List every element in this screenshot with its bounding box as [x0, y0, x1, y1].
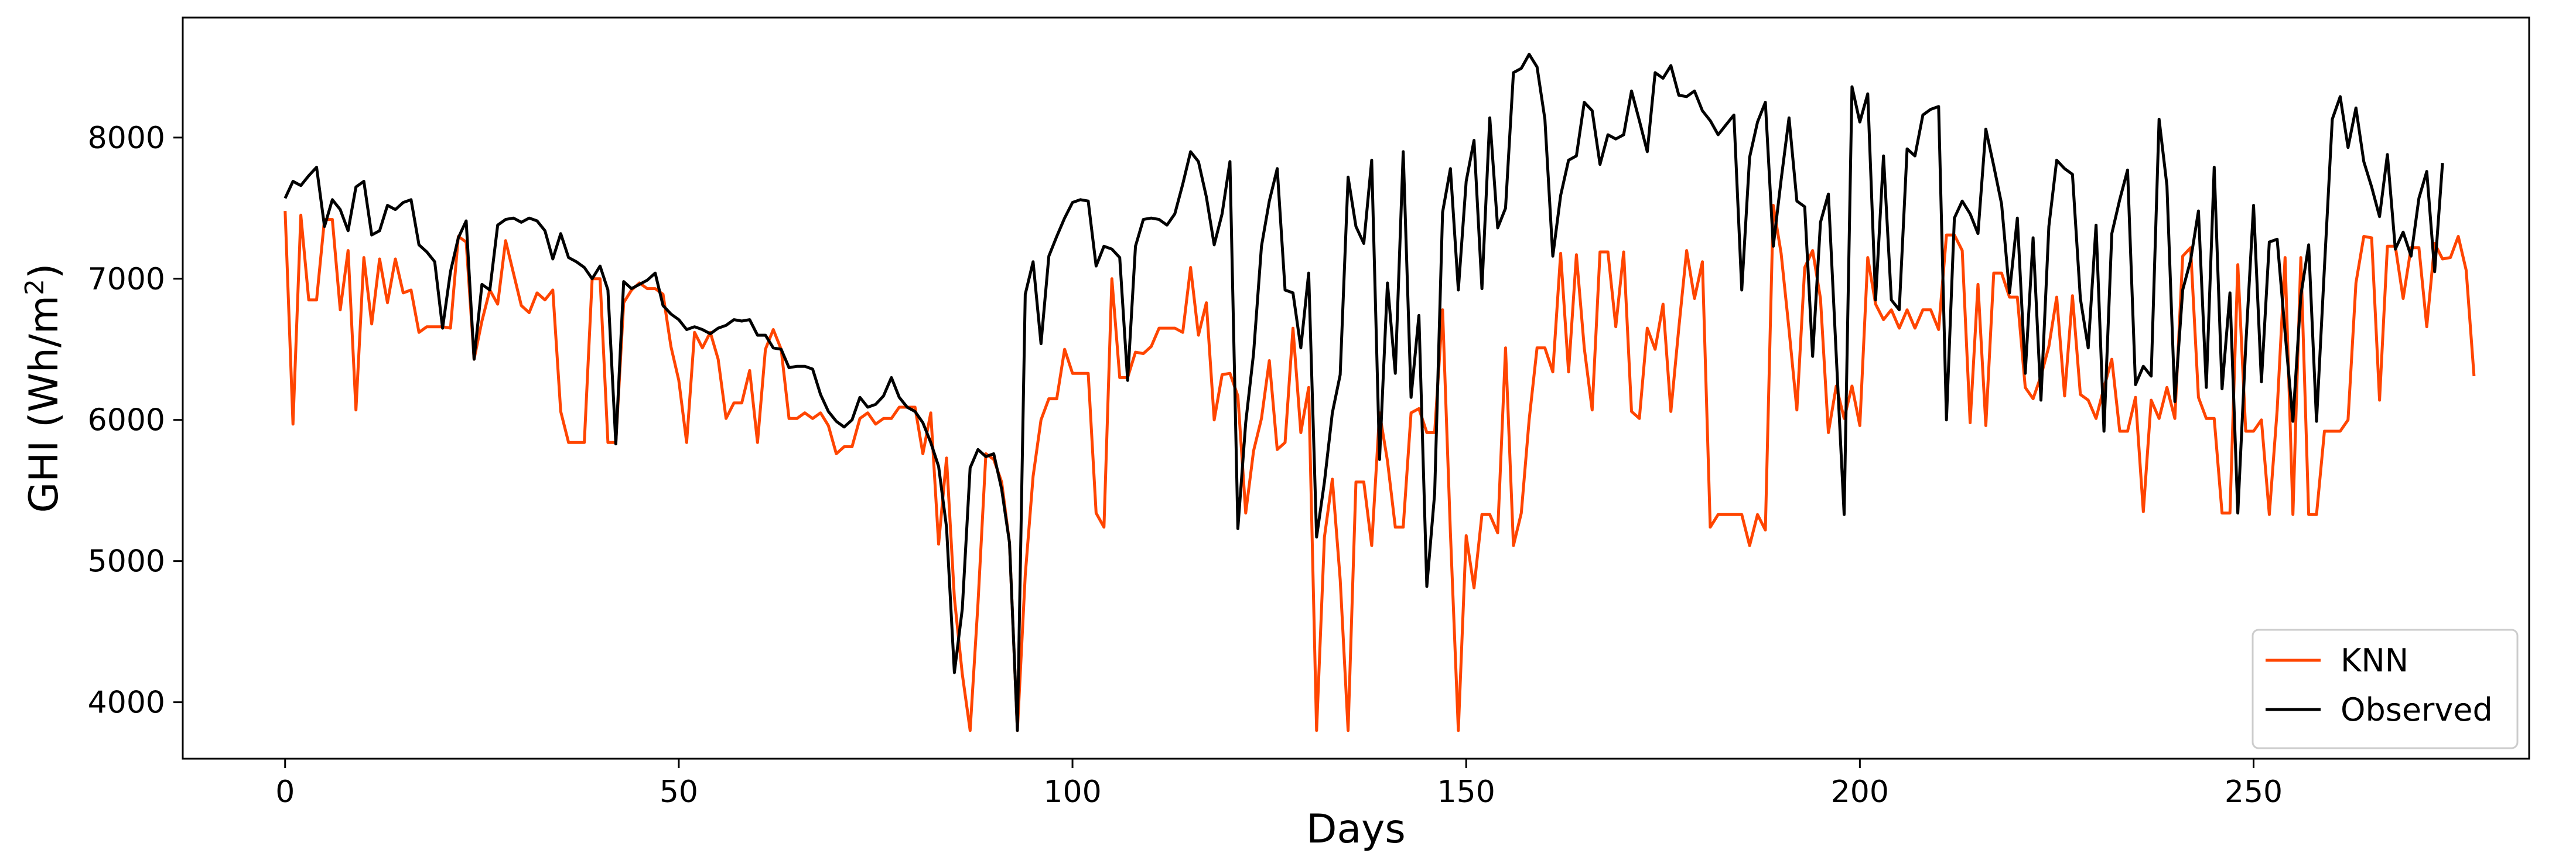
- y-axis-label-close: ): [21, 263, 67, 279]
- x-axis: 0 50 100 150 200 250: [275, 759, 2283, 810]
- y-tick-label: 8000: [88, 121, 165, 156]
- legend-label-observed: Observed: [2341, 691, 2493, 728]
- legend-label-knn: KNN: [2341, 642, 2408, 679]
- series-line-observed: [283, 53, 2444, 732]
- x-tick-label: 250: [2225, 775, 2283, 810]
- plot-frame: [182, 16, 2530, 760]
- x-tick-label: 0: [275, 775, 295, 810]
- y-axis: 4000 5000 6000 7000 8000: [88, 121, 183, 721]
- series-line-knn: [283, 204, 2476, 732]
- x-tick-label: 100: [1043, 775, 1101, 810]
- x-tick-label: 150: [1437, 775, 1495, 810]
- y-tick-label: 4000: [88, 685, 165, 721]
- y-axis-label-superscript: 2: [20, 279, 50, 295]
- x-tick-label: 50: [660, 775, 698, 810]
- legend: KNN Observed: [2252, 629, 2519, 749]
- x-axis-label: Days: [1306, 806, 1406, 852]
- series-layer: [283, 53, 2476, 732]
- y-axis-label: GHI (Wh/m2): [20, 263, 67, 513]
- x-tick-label: 200: [1831, 775, 1889, 810]
- y-tick-label: 6000: [88, 403, 165, 438]
- y-tick-label: 5000: [88, 544, 165, 579]
- y-axis-label-text: GHI (Wh/m: [21, 295, 67, 513]
- y-tick-label: 7000: [88, 262, 165, 297]
